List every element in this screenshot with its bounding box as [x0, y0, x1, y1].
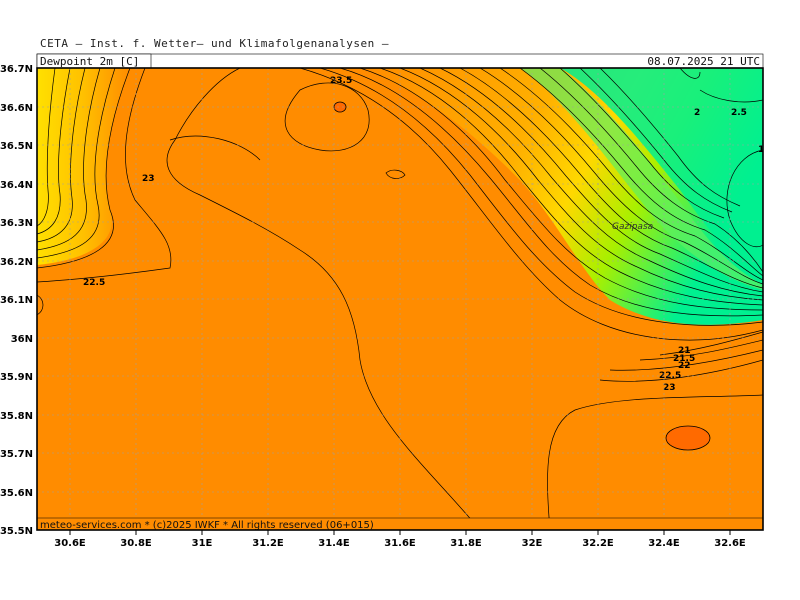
x-tick-label: 32.2E: [582, 538, 614, 549]
contour-label: 1: [758, 145, 764, 155]
y-tick-label: 35.5N: [0, 526, 33, 537]
y-axis-labels: 36.7N 36.6N 36.5N 36.4N 36.3N 36.2N 36.1…: [0, 64, 33, 537]
contour-lines: [37, 68, 763, 530]
x-tick-label: 31.4E: [318, 538, 350, 549]
y-tick-label: 36.1N: [0, 295, 33, 306]
y-tick-label: 36N: [11, 334, 33, 345]
y-tick-label: 35.7N: [0, 449, 33, 460]
y-tick-label: 35.8N: [0, 411, 33, 422]
x-tick-label: 32.6E: [714, 538, 746, 549]
y-tick-label: 35.6N: [0, 488, 33, 499]
place-label: Gazipasa: [612, 222, 653, 232]
parameter-label: Dewpoint 2m [C]: [40, 55, 139, 68]
green-core: [560, 68, 763, 280]
contour-label: 22.5: [83, 278, 105, 288]
x-axis-labels: 30.6E 30.8E 31E 31.2E 31.4E 31.6E 31.8E …: [54, 538, 746, 549]
x-tick-label: 32.4E: [648, 538, 680, 549]
contour-label: 23: [142, 174, 155, 184]
credit-strip: [37, 518, 763, 530]
contour-label: 2: [694, 108, 700, 118]
contour-label: 22.5: [659, 371, 681, 381]
contour-label: 23: [663, 383, 676, 393]
y-tick-label: 36.2N: [0, 257, 33, 268]
x-tick-label: 30.8E: [120, 538, 152, 549]
light-green-band: [520, 68, 763, 290]
x-tick-label: 31.8E: [450, 538, 482, 549]
y-tick-label: 36.6N: [0, 103, 33, 114]
y-tick-label: 36.7N: [0, 64, 33, 75]
dark-orange-blob: [665, 425, 711, 451]
contour-label: 21: [678, 346, 691, 356]
y-tick-label: 36.5N: [0, 141, 33, 152]
map-field: Gazipasa 23.5 23 22.5 2 2.5 1 21 21.5 22…: [37, 68, 764, 531]
x-axis-ticks: [69, 530, 731, 535]
x-tick-label: 31E: [192, 538, 213, 549]
grid-lines: [37, 68, 763, 530]
small-blob-top: [333, 101, 347, 113]
valid-time-label: 08.07.2025 21 UTC: [647, 55, 760, 68]
contour-label: 2.5: [731, 108, 747, 118]
y-tick-label: 36.4N: [0, 180, 33, 191]
x-tick-label: 31.2E: [252, 538, 284, 549]
x-tick-label: 30.6E: [54, 538, 86, 549]
credit-text: meteo-services.com * (c)2025 IWKF * All …: [40, 520, 374, 531]
x-tick-label: 31.6E: [384, 538, 416, 549]
y-tick-label: 36.3N: [0, 218, 33, 229]
x-tick-label: 32E: [522, 538, 543, 549]
y-tick-label: 35.9N: [0, 372, 33, 383]
contour-label: 23.5: [330, 76, 352, 86]
institute-title: CETA – Inst. f. Wetter– und Klimafolgena…: [40, 37, 390, 50]
contour-label: 22: [678, 361, 691, 371]
contour-label: 21.5: [673, 354, 695, 364]
